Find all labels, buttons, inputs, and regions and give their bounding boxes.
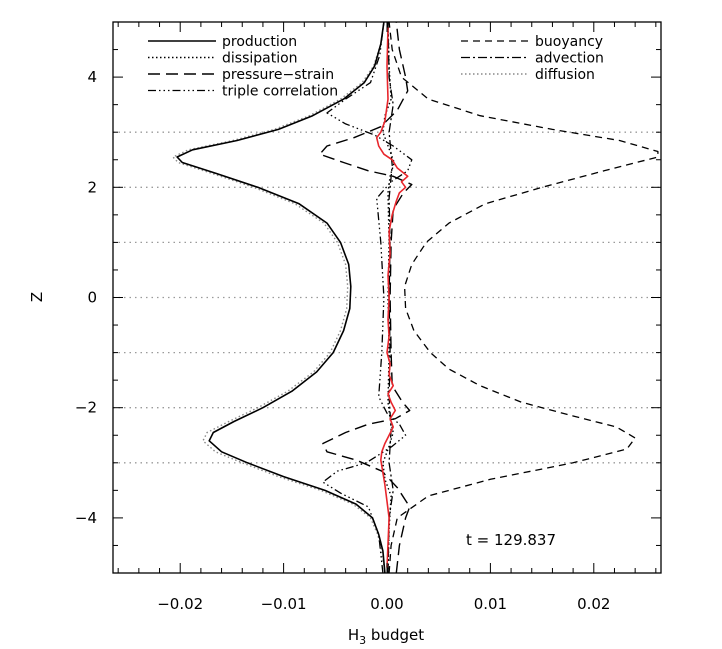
legend-label: advection: [535, 51, 604, 67]
x-axis-title-subscript: 3: [359, 634, 366, 647]
x-axis-title: H3 budget: [348, 626, 424, 647]
y-tick-label: −4: [75, 509, 97, 527]
y-tick-label: 4: [87, 68, 97, 86]
axis-ticks: [113, 21, 661, 574]
legend-label: dissipation: [222, 51, 298, 67]
legend-label: triple correlation: [222, 84, 338, 100]
time-annotation: t = 129.837: [466, 531, 556, 549]
series-line-dissipation: [382, 21, 395, 574]
y-axis-title: Z: [28, 292, 46, 302]
series-lines: [172, 21, 659, 574]
legend-label: pressure−strain: [222, 67, 334, 83]
y-tick-label: 2: [87, 178, 97, 196]
series-line-pressure-strain: [319, 21, 413, 574]
legend-label: production: [222, 34, 297, 50]
tick-labels: −0.02 −0.01 0.00 0.01 0.02 −4 −2 0 2 4: [75, 68, 611, 613]
series-line-red-budget-sum: [375, 27, 409, 568]
x-tick-label: 0.02: [577, 595, 610, 613]
legend: productiondissipationpressure−straintrip…: [148, 34, 604, 100]
y-tick-label: 0: [87, 289, 97, 307]
legend-label: diffusion: [535, 67, 595, 83]
legend-label: buoyancy: [535, 34, 603, 50]
reference-lines: [113, 131, 661, 464]
series-line-diffusion: [172, 21, 386, 574]
x-tick-label: 0.01: [474, 595, 507, 613]
series-line-buoyancy: [388, 21, 659, 574]
x-tick-label: 0.00: [370, 595, 403, 613]
series-line-triple-correlation: [322, 21, 413, 574]
x-tick-label: −0.02: [157, 595, 203, 613]
x-tick-label: −0.01: [261, 595, 307, 613]
series-line-production: [176, 21, 386, 574]
y-tick-label: −2: [75, 399, 97, 417]
